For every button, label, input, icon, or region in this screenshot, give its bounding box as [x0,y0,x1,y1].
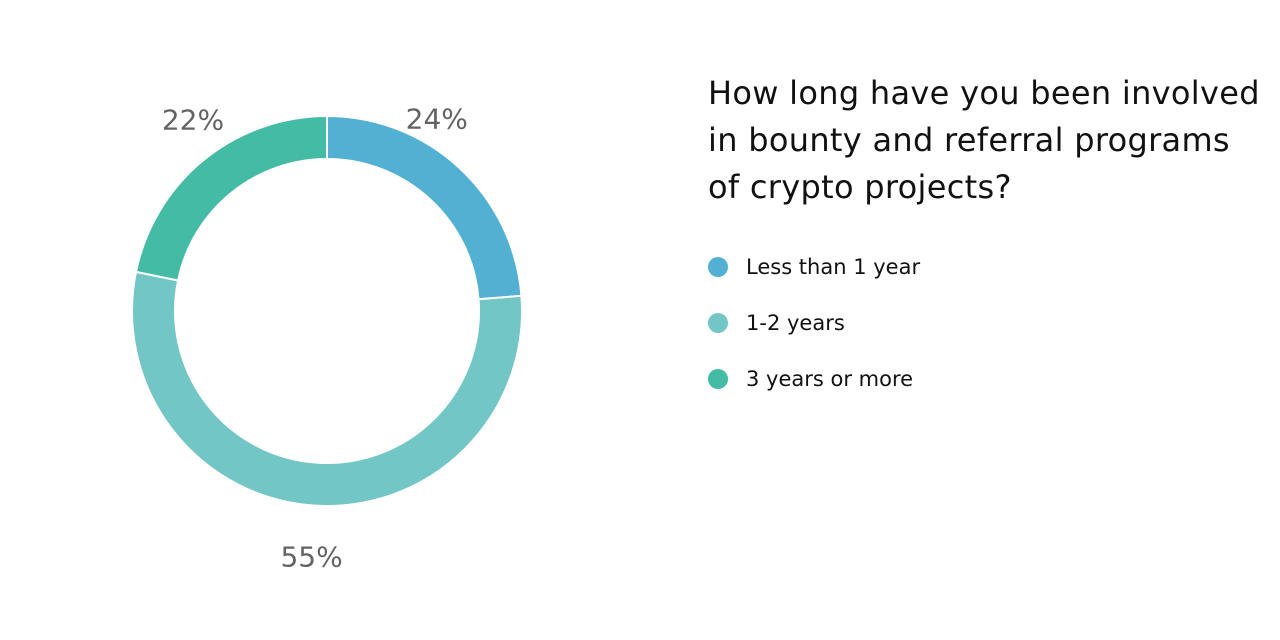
legend-label: Less than 1 year [746,255,921,279]
donut-chart: 24% 55% 22% [131,102,523,574]
chart-title: How long have you been involved in bount… [708,74,1260,206]
slice-value-label: 55% [280,541,342,574]
legend-swatch [708,257,728,277]
legend-swatch [708,369,728,389]
legend-item-less-than-1-year: Less than 1 year [708,250,920,284]
slice-value-label: 22% [162,104,224,137]
donut-slice-3-years-or-more [134,114,328,282]
legend-label: 3 years or more [746,367,914,391]
legend-item-3-years-or-more: 3 years or more [708,362,920,396]
legend-item-1-2-years: 1-2 years [708,306,920,340]
legend: Less than 1 year 1-2 years 3 years or mo… [708,250,920,418]
donut-slice-less-than-1-year [326,114,523,301]
slice-value-label: 24% [406,102,468,135]
legend-swatch [708,313,728,333]
legend-label: 1-2 years [746,311,845,335]
donut-slice-1-2-years [131,270,523,507]
